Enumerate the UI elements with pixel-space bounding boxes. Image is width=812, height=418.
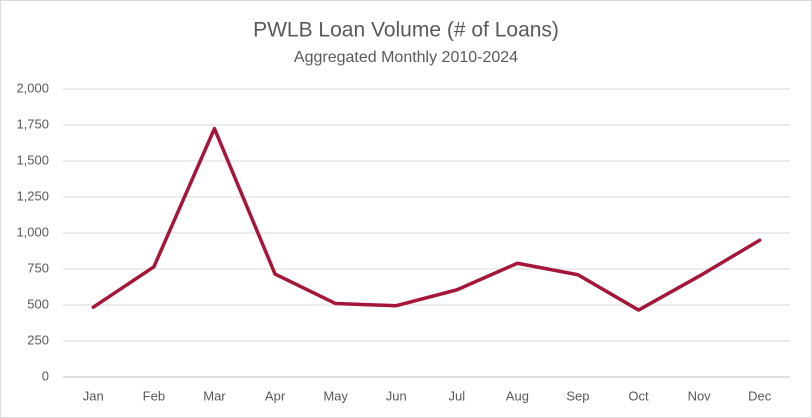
x-tick-label: Dec bbox=[748, 388, 772, 403]
x-tick-label: Oct bbox=[628, 388, 649, 403]
y-tick-label: 1,250 bbox=[16, 188, 49, 203]
y-tick-label: 2,000 bbox=[16, 80, 49, 95]
x-tick-label: Sep bbox=[566, 388, 589, 403]
x-tick-label: Jun bbox=[386, 388, 407, 403]
x-tick-label: May bbox=[323, 388, 348, 403]
chart-title: PWLB Loan Volume (# of Loans) bbox=[253, 19, 559, 42]
chart-subtitle: Aggregated Monthly 2010-2024 bbox=[294, 49, 518, 66]
data-line bbox=[91, 126, 762, 312]
y-tick-label: 500 bbox=[27, 296, 49, 311]
y-tick-label: 1,750 bbox=[16, 116, 49, 131]
x-tick-label: Mar bbox=[203, 388, 226, 403]
y-tick-label: 250 bbox=[27, 332, 49, 347]
y-tick-label: 750 bbox=[27, 260, 49, 275]
y-tick-label: 1,500 bbox=[16, 152, 49, 167]
y-tick-label: 0 bbox=[42, 368, 49, 383]
x-tick-label: Apr bbox=[265, 388, 286, 403]
x-tick-label: Jul bbox=[448, 388, 465, 403]
x-tick-label: Nov bbox=[688, 388, 712, 403]
y-tick-label: 1,000 bbox=[16, 224, 49, 239]
x-tick-label: Jan bbox=[83, 388, 104, 403]
x-tick-label: Feb bbox=[143, 388, 165, 403]
x-tick-label: Aug bbox=[506, 388, 529, 403]
